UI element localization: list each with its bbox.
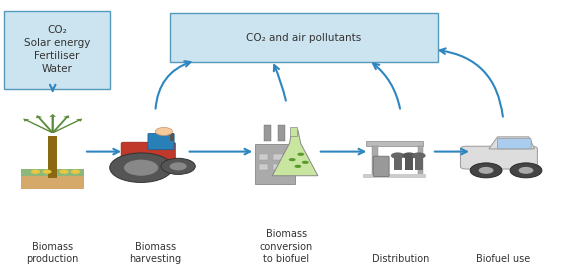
FancyBboxPatch shape	[121, 142, 175, 164]
Circle shape	[60, 170, 69, 174]
FancyBboxPatch shape	[497, 138, 531, 149]
FancyBboxPatch shape	[394, 158, 402, 170]
FancyBboxPatch shape	[366, 141, 423, 146]
FancyBboxPatch shape	[415, 158, 423, 170]
Circle shape	[402, 152, 416, 159]
Text: CO₂
Solar energy
Fertiliser
Water: CO₂ Solar energy Fertiliser Water	[24, 25, 90, 75]
Circle shape	[161, 158, 195, 175]
Text: Biofuel use: Biofuel use	[476, 254, 530, 264]
Circle shape	[71, 170, 80, 174]
FancyArrow shape	[52, 119, 83, 133]
Circle shape	[297, 153, 304, 156]
FancyBboxPatch shape	[170, 14, 438, 62]
Circle shape	[391, 152, 405, 159]
FancyBboxPatch shape	[259, 164, 268, 170]
FancyArrow shape	[49, 114, 56, 133]
Circle shape	[42, 170, 52, 174]
FancyBboxPatch shape	[21, 173, 84, 189]
Text: Biomass
conversion
to biofuel: Biomass conversion to biofuel	[260, 230, 313, 264]
Text: CO₂ and air pollutants: CO₂ and air pollutants	[246, 33, 361, 43]
FancyBboxPatch shape	[405, 158, 413, 170]
FancyBboxPatch shape	[461, 146, 537, 169]
FancyBboxPatch shape	[255, 144, 295, 184]
Text: Distribution: Distribution	[372, 254, 429, 264]
FancyBboxPatch shape	[170, 133, 174, 141]
Circle shape	[302, 161, 309, 164]
Circle shape	[295, 165, 301, 168]
Circle shape	[155, 127, 172, 136]
FancyBboxPatch shape	[273, 154, 282, 160]
FancyBboxPatch shape	[264, 125, 270, 141]
Circle shape	[289, 158, 296, 161]
Polygon shape	[272, 130, 318, 176]
FancyBboxPatch shape	[373, 156, 389, 176]
FancyBboxPatch shape	[148, 133, 174, 150]
FancyBboxPatch shape	[48, 136, 57, 178]
FancyBboxPatch shape	[363, 175, 426, 178]
Circle shape	[478, 167, 493, 174]
FancyBboxPatch shape	[278, 125, 285, 141]
Circle shape	[124, 160, 158, 176]
FancyBboxPatch shape	[290, 127, 297, 136]
FancyBboxPatch shape	[4, 11, 110, 89]
Text: Biomass
harvesting: Biomass harvesting	[129, 242, 182, 264]
FancyArrow shape	[52, 115, 69, 133]
Polygon shape	[489, 137, 535, 149]
Circle shape	[519, 167, 533, 174]
FancyBboxPatch shape	[273, 164, 282, 170]
FancyBboxPatch shape	[21, 169, 84, 176]
Circle shape	[510, 163, 542, 178]
FancyBboxPatch shape	[418, 146, 423, 176]
FancyBboxPatch shape	[372, 146, 378, 176]
FancyArrow shape	[36, 115, 54, 133]
FancyArrow shape	[23, 119, 53, 133]
Circle shape	[110, 153, 172, 182]
Circle shape	[470, 163, 502, 178]
Circle shape	[31, 170, 40, 174]
Circle shape	[412, 152, 426, 159]
Circle shape	[170, 162, 187, 170]
Text: Biomass
production: Biomass production	[26, 242, 79, 264]
FancyBboxPatch shape	[259, 154, 268, 160]
